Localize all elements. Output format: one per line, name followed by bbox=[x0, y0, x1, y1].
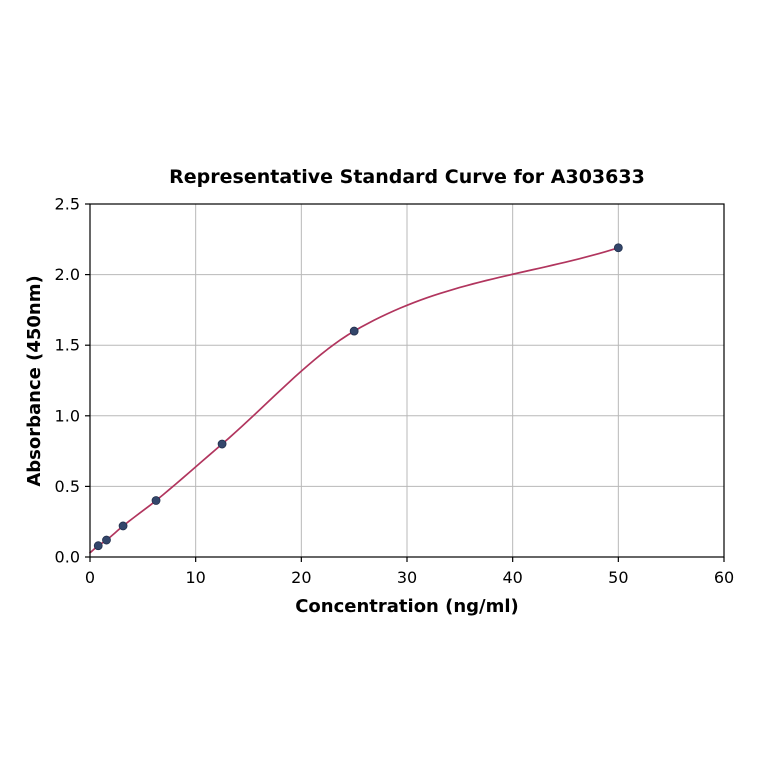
y-axis-label: Absorbance (450nm) bbox=[24, 275, 45, 486]
data-point bbox=[151, 496, 161, 505]
grid-layer bbox=[89, 203, 725, 558]
y-tick-label: 0.5 bbox=[55, 477, 80, 496]
data-point bbox=[217, 439, 227, 449]
x-axis-label: Concentration (ng/ml) bbox=[295, 596, 519, 617]
x-tick-label: 60 bbox=[714, 568, 734, 587]
x-tick-label: 0 bbox=[85, 568, 95, 587]
x-tick-label: 50 bbox=[608, 568, 628, 587]
y-tick-label: 1.5 bbox=[55, 336, 80, 355]
chart-title: Representative Standard Curve for A30363… bbox=[169, 166, 645, 188]
y-tick-label: 2.0 bbox=[55, 265, 80, 284]
fit-curve-layer bbox=[89, 246, 620, 554]
data-point bbox=[349, 326, 359, 336]
tick-layer: 0 10 20 30 40 50 60 0.0 0.5 1.0 1.5 2.0 2.5 bbox=[55, 195, 735, 588]
x-tick-label: 30 bbox=[397, 568, 417, 587]
x-tick-label: 10 bbox=[185, 568, 205, 587]
x-tick-label: 20 bbox=[291, 568, 311, 587]
y-tick-label: 1.0 bbox=[55, 406, 80, 425]
data-point bbox=[613, 243, 623, 253]
x-tick-label: 40 bbox=[502, 568, 522, 587]
data-point bbox=[93, 541, 103, 551]
y-tick-label: 2.5 bbox=[55, 195, 80, 214]
y-tick-label: 0.0 bbox=[55, 548, 80, 567]
data-points-layer bbox=[93, 243, 623, 551]
fit-curve bbox=[89, 246, 620, 554]
data-point bbox=[118, 521, 128, 531]
data-point bbox=[102, 535, 111, 545]
